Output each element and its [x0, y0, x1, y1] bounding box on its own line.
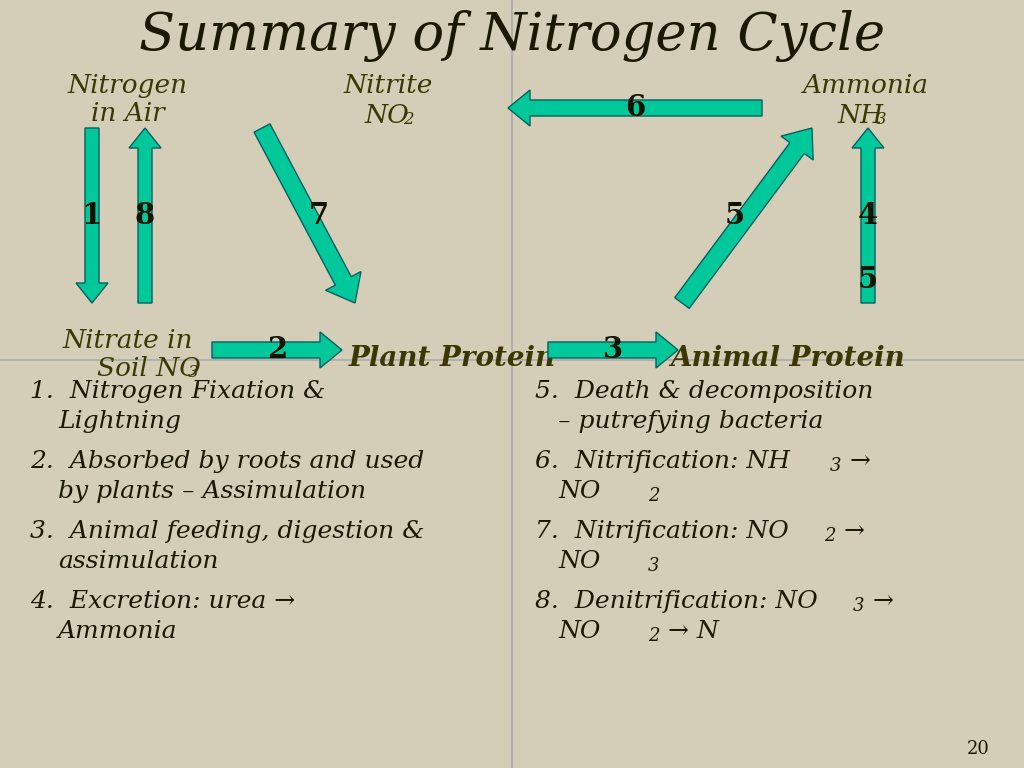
- Text: 8: 8: [135, 201, 155, 230]
- Text: 4.  Excretion: urea →: 4. Excretion: urea →: [30, 590, 295, 613]
- Text: 3: 3: [188, 364, 199, 381]
- Text: 2: 2: [267, 336, 287, 365]
- Text: 3: 3: [876, 111, 887, 128]
- Text: NO: NO: [558, 620, 600, 643]
- Polygon shape: [254, 124, 360, 303]
- Text: Animal Protein: Animal Protein: [671, 345, 905, 372]
- Polygon shape: [76, 128, 108, 303]
- Text: NO: NO: [558, 550, 600, 573]
- Text: 5: 5: [858, 266, 879, 294]
- Polygon shape: [508, 90, 762, 126]
- Text: 1.  Nitrogen Fixation &: 1. Nitrogen Fixation &: [30, 380, 326, 403]
- Text: NH: NH: [838, 103, 884, 128]
- Text: assimulation: assimulation: [58, 550, 218, 573]
- Text: NO: NO: [558, 480, 600, 503]
- Polygon shape: [548, 332, 678, 368]
- Text: 2: 2: [648, 627, 659, 645]
- Polygon shape: [129, 128, 161, 303]
- Text: 20: 20: [967, 740, 990, 758]
- Text: Lightning: Lightning: [58, 410, 181, 433]
- Polygon shape: [212, 332, 342, 368]
- Text: Summary of Nitrogen Cycle: Summary of Nitrogen Cycle: [139, 10, 885, 62]
- Text: 3: 3: [603, 336, 624, 365]
- Text: in Air: in Air: [91, 101, 165, 126]
- Text: 2: 2: [824, 527, 836, 545]
- Text: by plants – Assimulation: by plants – Assimulation: [58, 480, 367, 503]
- Text: 3: 3: [853, 597, 864, 615]
- Text: 7.  Nitrification: NO: 7. Nitrification: NO: [535, 520, 788, 543]
- Text: Nitrate in: Nitrate in: [62, 328, 194, 353]
- Text: NO: NO: [365, 103, 410, 128]
- Text: 2: 2: [403, 111, 414, 128]
- Text: →: →: [865, 590, 894, 613]
- Text: 5: 5: [725, 201, 745, 230]
- Text: 3: 3: [648, 557, 659, 575]
- Polygon shape: [675, 128, 813, 309]
- Text: Soil NO: Soil NO: [97, 356, 201, 381]
- Text: – putrefying bacteria: – putrefying bacteria: [558, 410, 823, 433]
- Text: 6: 6: [625, 94, 645, 123]
- Text: Nitrogen: Nitrogen: [68, 73, 188, 98]
- Text: 3.  Animal feeding, digestion &: 3. Animal feeding, digestion &: [30, 520, 425, 543]
- Text: 7: 7: [308, 201, 329, 230]
- Text: 6.  Nitrification: NH: 6. Nitrification: NH: [535, 450, 790, 473]
- Text: → N: → N: [660, 620, 719, 643]
- Text: →: →: [842, 450, 871, 473]
- Text: Plant Protein: Plant Protein: [348, 345, 556, 372]
- Text: 4: 4: [858, 201, 879, 230]
- Text: →: →: [836, 520, 865, 543]
- Text: 5.  Death & decomposition: 5. Death & decomposition: [535, 380, 873, 403]
- Text: 2: 2: [648, 487, 659, 505]
- Text: Nitrite: Nitrite: [343, 73, 433, 98]
- Text: 2.  Absorbed by roots and used: 2. Absorbed by roots and used: [30, 450, 424, 473]
- Text: 8.  Denitrification: NO: 8. Denitrification: NO: [535, 590, 818, 613]
- Text: 1: 1: [82, 201, 102, 230]
- Text: Ammonia: Ammonia: [802, 73, 928, 98]
- Polygon shape: [852, 128, 884, 303]
- Text: 3: 3: [830, 457, 842, 475]
- Text: Ammonia: Ammonia: [58, 620, 177, 643]
